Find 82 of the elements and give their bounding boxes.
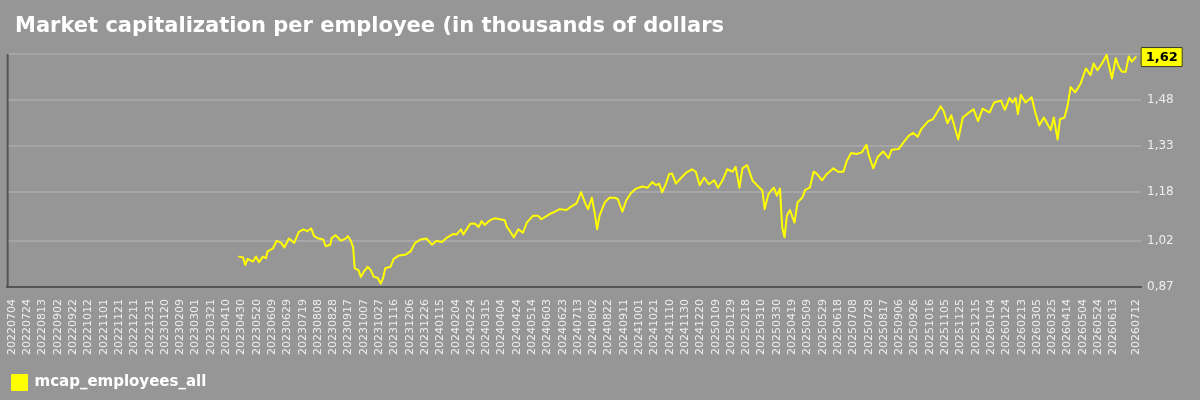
x-tick-label: 20221012	[81, 299, 95, 355]
x-tick-label: 20260414	[1060, 299, 1074, 355]
x-tick-label: 20250817	[876, 299, 890, 355]
x-tick-label: 20221121	[111, 299, 125, 355]
x-tick-label: 20250926	[907, 299, 921, 355]
x-tick-label: 20260305	[1029, 299, 1043, 355]
x-tick-label: 20240822	[601, 299, 615, 355]
x-tick-label: 20250330	[769, 299, 783, 355]
y-tick-label: 1,33	[1147, 138, 1174, 153]
x-tick-label: 20240911	[616, 299, 630, 355]
x-tick-label: 20230430	[234, 299, 248, 355]
x-tick-label: 20251105	[938, 299, 952, 355]
x-tick-label: 20260524	[1091, 299, 1105, 355]
x-tick-label: 20230917	[341, 299, 355, 355]
x-tick-label: 20241220	[693, 299, 707, 355]
y-tick-label: 1,48	[1147, 92, 1174, 107]
x-tick-label: 20250728	[861, 299, 875, 355]
x-tick-label: 20230808	[310, 299, 324, 355]
x-tick-label: 20221211	[127, 299, 141, 355]
chart-title: Market capitalization per employee (in thousands of dollars	[15, 12, 725, 39]
x-tick-label: 20230609	[264, 299, 278, 355]
x-tick-label: 20230321	[203, 299, 217, 355]
x-tick-label: 20230301	[188, 299, 202, 355]
x-tick-label: 20250529	[815, 299, 829, 355]
x-tick-label: 20260124	[999, 299, 1013, 355]
x-tick-label: 20251016	[922, 299, 936, 355]
x-tick-label: 20250218	[739, 299, 753, 355]
x-tick-label: 20240623	[555, 299, 569, 355]
x-tick-label: 20221101	[96, 299, 110, 355]
x-tick-label: 20220724	[20, 299, 34, 355]
x-tick-label: 20240514	[524, 299, 538, 355]
x-tick-label: 20220902	[50, 299, 64, 355]
x-tick-label: 20241021	[647, 299, 661, 355]
x-tick-label: 20241130	[677, 299, 691, 355]
x-tick-label: 20230120	[157, 299, 171, 355]
x-tick-label: 20240802	[586, 299, 600, 355]
x-tick-label: 20251215	[968, 299, 982, 355]
x-tick-label: 20240713	[570, 299, 584, 355]
x-tick-label: 20240424	[509, 299, 523, 355]
x-tick-label: 20250708	[846, 299, 860, 355]
x-tick-label: 20230209	[173, 299, 187, 355]
x-tick-label: 20230410	[219, 299, 233, 355]
x-tick-label: 20231206	[402, 299, 416, 355]
x-tick-label: 20241001	[632, 299, 646, 355]
x-tick-label: 20231027	[372, 299, 386, 355]
x-tick-label: 20260712	[1128, 299, 1142, 355]
x-tick-label: 20230828	[326, 299, 340, 355]
x-tick-label: 20250906	[892, 299, 906, 355]
x-tick-label: 20240204	[448, 299, 462, 355]
x-tick-label: 20231226	[417, 299, 431, 355]
x-tick-label: 20250509	[800, 299, 814, 355]
x-tick-label: 20260104	[983, 299, 997, 355]
x-tick-label: 20260325	[1045, 299, 1059, 355]
y-tick-label: 1,18	[1147, 184, 1174, 199]
y-tick-label: 0,87	[1147, 279, 1174, 294]
x-tick-label: 20230719	[295, 299, 309, 355]
x-tick-label: 20220813	[35, 299, 49, 355]
x-tick-label: 20250310	[754, 299, 768, 355]
x-tick-label: 20240404	[494, 299, 508, 355]
x-tick-label: 20241110	[662, 299, 676, 355]
x-tick-label: 20260613	[1106, 299, 1120, 355]
legend-label: mcap_employees_all	[34, 372, 207, 391]
annotation: 1,62	[1145, 49, 1178, 65]
x-tick-label: 20231007	[356, 299, 370, 355]
x-tick-label: 20220704	[4, 299, 18, 355]
x-tick-label: 20260213	[1014, 299, 1028, 355]
x-tick-label: 20250109	[708, 299, 722, 355]
x-tick-label: 20240603	[540, 299, 554, 355]
x-tick-label: 20240315	[479, 299, 493, 355]
y-tick-label: 1,02	[1147, 233, 1174, 248]
x-tick-label: 20250419	[785, 299, 799, 355]
x-tick-label: 20240224	[463, 299, 477, 355]
x-tick-label: 20250618	[830, 299, 844, 355]
x-tick-label: 20231116	[387, 299, 401, 355]
x-tick-label: 20230629	[280, 299, 294, 355]
x-tick-label: 20220922	[66, 299, 80, 355]
x-tick-label: 20230520	[249, 299, 263, 355]
x-tick-label: 20260504	[1075, 299, 1089, 355]
x-tick-label: 20221231	[142, 299, 156, 355]
x-tick-label: 20250129	[723, 299, 737, 355]
x-tick-label: 20251125	[953, 299, 967, 355]
x-tick-label: 20240115	[433, 299, 447, 355]
